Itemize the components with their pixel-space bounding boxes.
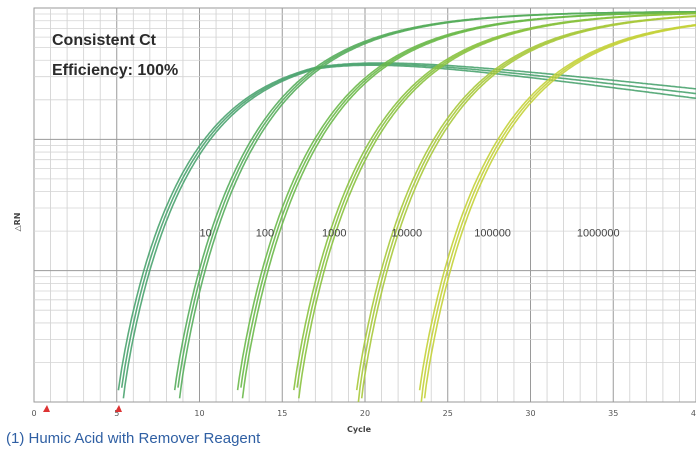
series-curve-10 <box>120 63 696 388</box>
x-axis: 0 5 10 15 20 25 30 35 4 <box>31 409 696 418</box>
curve-label-100000: 100000 <box>474 228 511 240</box>
series-curve-10000 <box>298 12 696 399</box>
series-curve-10 <box>117 62 696 391</box>
x-tick-label: 35 <box>608 409 618 418</box>
annotation-line-2: Efficiency: 100% <box>52 62 178 79</box>
series-curve-1000000 <box>423 24 696 399</box>
y-axis-title: △RN <box>13 212 22 231</box>
x-tick-label: 15 <box>277 409 287 418</box>
amplification-curves <box>117 11 696 403</box>
series-curve-100000 <box>360 15 696 399</box>
annotation-line-1: Consistent Ct <box>52 32 157 49</box>
curve-label-100: 100 <box>256 228 274 240</box>
curve-label-1000000: 1000000 <box>577 228 620 240</box>
x-tick-label: 25 <box>443 409 453 418</box>
x-tick-label: 10 <box>194 409 204 418</box>
x-tick-label: 0 <box>31 409 36 418</box>
series-curve-1000 <box>241 11 696 399</box>
threshold-marker-2 <box>115 405 122 412</box>
x-tick-label: 4 <box>691 409 696 418</box>
curve-label-1000: 1000 <box>322 228 346 240</box>
curve-label-10000: 10000 <box>391 228 422 240</box>
series-curve-10 <box>122 64 696 399</box>
curve-label-10: 10 <box>200 228 212 240</box>
x-tick-label: 30 <box>525 409 535 418</box>
figure-caption: (1) Humic Acid with Remover Reagent <box>6 430 261 447</box>
series-curve-100 <box>178 11 696 399</box>
curve-labels: 10 100 1000 10000 100000 1000000 <box>200 228 620 240</box>
x-axis-title: Cycle <box>347 425 372 434</box>
threshold-marker-1 <box>43 405 50 412</box>
x-tick-label: 20 <box>360 409 370 418</box>
x-tick-label: 5 <box>114 409 119 418</box>
